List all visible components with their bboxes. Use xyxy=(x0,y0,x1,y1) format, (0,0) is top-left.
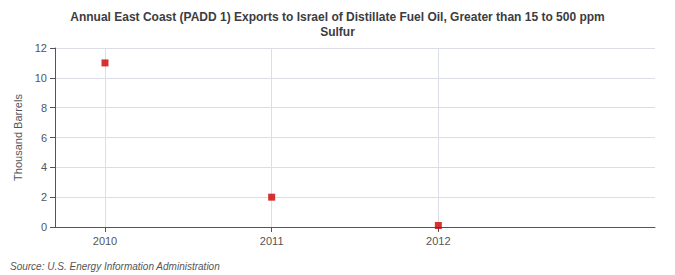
svg-text:8: 8 xyxy=(41,102,47,114)
svg-text:Thousand Barrels: Thousand Barrels xyxy=(12,94,24,181)
svg-text:2: 2 xyxy=(41,191,47,203)
svg-text:4: 4 xyxy=(41,161,47,173)
svg-text:6: 6 xyxy=(41,132,47,144)
svg-text:Annual East Coast (PADD 1) Exp: Annual East Coast (PADD 1) Exports to Is… xyxy=(70,10,605,24)
svg-text:2012: 2012 xyxy=(426,235,450,247)
svg-text:Source: U.S. Energy Informatio: Source: U.S. Energy Information Administ… xyxy=(10,261,220,272)
svg-text:2011: 2011 xyxy=(260,235,284,247)
svg-text:12: 12 xyxy=(35,42,47,54)
svg-text:Sulfur: Sulfur xyxy=(320,25,355,39)
svg-text:10: 10 xyxy=(35,72,47,84)
svg-text:2010: 2010 xyxy=(93,235,117,247)
svg-text:0: 0 xyxy=(41,221,47,233)
